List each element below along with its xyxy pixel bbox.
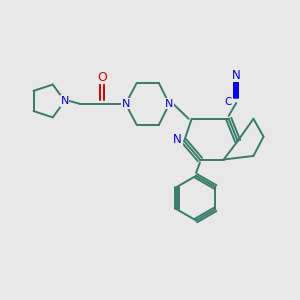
Text: N: N: [122, 99, 130, 109]
Text: C: C: [224, 97, 232, 107]
Text: N: N: [165, 99, 173, 109]
Text: N: N: [173, 133, 182, 146]
Text: O: O: [97, 71, 107, 84]
Text: N: N: [61, 96, 69, 106]
Text: N: N: [232, 69, 241, 82]
